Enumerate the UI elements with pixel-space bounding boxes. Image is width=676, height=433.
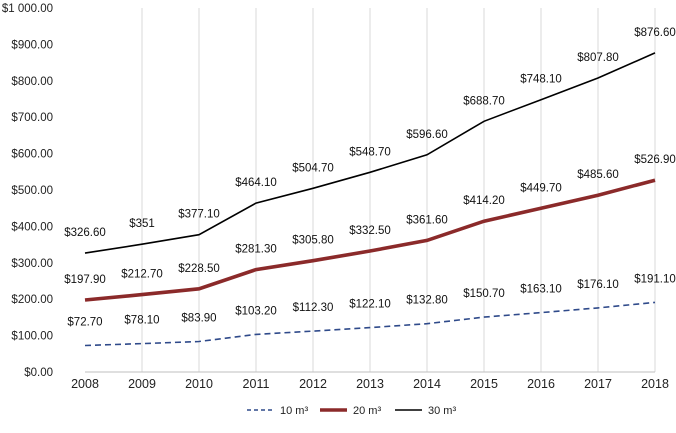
series-line-1 <box>84 301 656 347</box>
data-label: $414.20 <box>463 195 505 207</box>
x-tick-label: 2011 <box>243 377 270 391</box>
data-label: $197.90 <box>64 274 106 286</box>
x-tick-label: 2017 <box>584 377 612 391</box>
data-labels: $72.70 $78.10 $83.90 $103.20 $112.30 $122.10 $… <box>64 27 676 329</box>
data-label: $361.60 <box>406 214 448 226</box>
data-label: $748.10 <box>520 74 562 86</box>
y-tick-label: $500.00 <box>11 185 53 197</box>
data-label: $78.10 <box>124 315 159 327</box>
data-label: $83.90 <box>181 312 216 324</box>
data-label: $122.10 <box>349 299 391 311</box>
data-label: $326.60 <box>64 227 106 239</box>
x-tick-label: 2012 <box>299 377 327 391</box>
data-label: $351 <box>129 218 155 230</box>
data-label: $228.50 <box>178 263 220 275</box>
data-label: $876.60 <box>634 27 676 39</box>
data-label: $132.80 <box>406 295 448 307</box>
legend-label: 30 m³ <box>428 405 456 417</box>
legend: 10 m³ 20 m³ 30 m³ <box>247 405 456 417</box>
data-label: $103.20 <box>235 305 277 317</box>
data-label: $212.70 <box>121 269 163 281</box>
x-tick-label: 2008 <box>71 377 99 391</box>
y-tick-label: $800.00 <box>11 76 53 88</box>
data-label: $464.10 <box>235 177 277 189</box>
y-tick-label: $400.00 <box>11 221 53 233</box>
x-tick-label: 2016 <box>527 377 555 391</box>
series-line-2 <box>84 178 656 302</box>
x-tick-label: 2014 <box>413 377 441 391</box>
data-label: $281.30 <box>235 244 277 256</box>
axes: $0.00 $100.00 $200.00 $300.00 $400.00 $500.00… <box>2 3 669 391</box>
legend-label: 20 m³ <box>353 405 381 417</box>
data-label: $596.60 <box>406 129 448 141</box>
data-label: $112.30 <box>293 302 334 314</box>
x-tick-label: 2018 <box>641 377 669 391</box>
y-tick-label: $700.00 <box>11 112 53 124</box>
data-label: $305.80 <box>292 235 334 247</box>
data-label: $548.70 <box>349 146 391 158</box>
legend-label: 10 m³ <box>280 405 308 417</box>
y-tick-label: $0.00 <box>24 367 53 379</box>
data-label: $504.70 <box>292 162 334 174</box>
y-tick-label: $1 000.00 <box>2 3 53 15</box>
data-label: $332.50 <box>349 225 391 237</box>
data-label: $191.10 <box>634 273 676 285</box>
y-tick-label: $600.00 <box>11 149 53 161</box>
data-label: $377.10 <box>178 209 220 221</box>
y-tick-label: $200.00 <box>11 294 53 306</box>
data-label: $807.80 <box>577 52 619 64</box>
data-label: $72.70 <box>67 317 102 329</box>
data-label: $688.70 <box>463 95 505 107</box>
x-tick-label: 2015 <box>470 377 498 391</box>
y-tick-label: $300.00 <box>11 258 53 270</box>
x-tick-label: 2009 <box>128 377 156 391</box>
series-lines <box>84 52 656 347</box>
data-label: $150.70 <box>463 288 505 300</box>
x-tick-label: 2010 <box>185 377 213 391</box>
data-label: $163.10 <box>520 284 562 296</box>
data-label: $485.60 <box>577 169 619 181</box>
series-line-3 <box>84 52 656 254</box>
y-tick-label: $100.00 <box>11 331 53 343</box>
grid <box>141 8 656 372</box>
data-label: $526.90 <box>634 154 676 166</box>
y-tick-label: $900.00 <box>11 39 53 51</box>
x-tick-label: 2013 <box>356 377 384 391</box>
data-label: $449.70 <box>520 182 562 194</box>
data-label: $176.10 <box>577 279 619 291</box>
